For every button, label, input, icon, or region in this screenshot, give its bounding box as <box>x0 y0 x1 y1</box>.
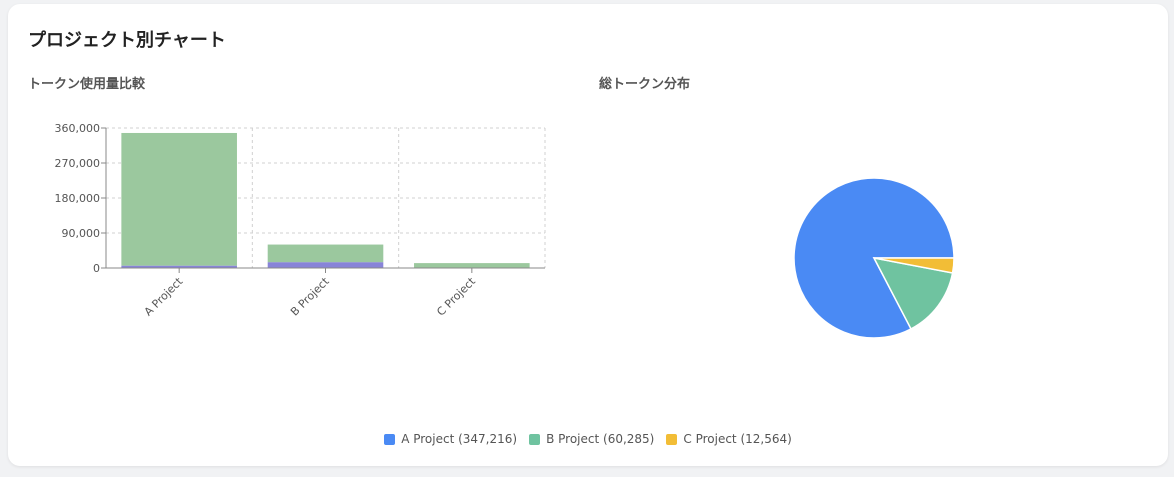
pie-legend: A Project (347,216) B Project (60,285) C P… <box>8 432 1168 446</box>
legend-swatch <box>529 433 541 445</box>
legend-item[interactable]: A Project (347,216) <box>384 432 517 446</box>
bar-segment <box>414 263 530 268</box>
legend-item[interactable]: C Project (12,564) <box>666 432 792 446</box>
bar-segment <box>121 132 237 266</box>
pie-chart-title: 総トークン分布 <box>599 77 691 92</box>
chart-card: プロジェクト別チャート トークン使用量比較 総トークン分布 0 90,000 180… <box>8 4 1168 466</box>
legend-label: C Project (12,564) <box>683 432 792 446</box>
bar-chart-title: トークン使用量比較 <box>28 77 146 92</box>
pie-slice <box>873 257 955 274</box>
card-title: プロジェクト別チャート <box>28 30 226 51</box>
pie-chart <box>793 177 955 339</box>
y-tick-label: 180,000 <box>55 192 101 205</box>
pie-slice <box>872 256 954 330</box>
bar-segment <box>267 262 384 268</box>
y-tick-label: 270,000 <box>55 157 101 170</box>
legend-swatch <box>666 433 678 445</box>
legend-swatch <box>384 433 396 445</box>
bar-segment <box>267 244 384 263</box>
legend-label: B Project (60,285) <box>546 432 655 446</box>
y-tick-label: 360,000 <box>55 122 101 135</box>
bar-segment <box>121 265 237 268</box>
legend-item[interactable]: B Project (60,285) <box>529 432 654 446</box>
y-tick-label: 90,000 <box>62 227 101 240</box>
y-tick-label: 0 <box>93 262 100 275</box>
legend-label: A Project (347,216) <box>401 432 518 446</box>
